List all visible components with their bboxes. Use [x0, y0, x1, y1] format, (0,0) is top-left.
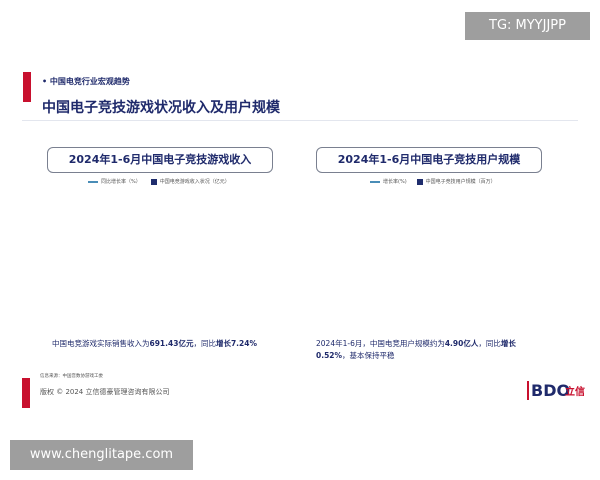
growth-point — [505, 285, 507, 288]
legend-revenue: 同比增长率（%） 中国电竞游戏收入状况（亿元） — [88, 178, 230, 185]
bar — [114, 209, 135, 307]
revenue-note: 中国电竞游戏实际销售收入为691.43亿元，同比增长7.24% — [52, 339, 257, 348]
growth-value-label: -0.41 — [426, 285, 440, 291]
growth-value-label: 0.17 — [118, 275, 131, 281]
growth-point — [359, 219, 361, 222]
bar-value-label: 483.96 — [350, 206, 370, 212]
x-tick-label: 2021年1-6月 — [110, 310, 140, 317]
bar — [459, 212, 480, 307]
growth-point — [468, 289, 471, 291]
x-tick-label: 2023年1-6月 — [184, 310, 214, 317]
bar — [496, 211, 516, 307]
bar — [77, 209, 97, 307]
legend-users: 增长率(%) 中国电子竞技用户规模（百万） — [370, 178, 496, 185]
bdo-logo-cn: 立信 — [565, 387, 585, 398]
x-tick-label: 2022年1-6月 — [418, 310, 448, 317]
bar — [423, 212, 443, 307]
accent-bar — [23, 72, 31, 102]
watermark-tg: TG: MYYJJPP — [465, 12, 590, 40]
bar-value-label: 637.12 — [152, 214, 171, 220]
growth-value-label: 7.24 — [230, 268, 243, 274]
bar — [350, 213, 370, 307]
bar — [226, 213, 247, 307]
growth-value-label: 1.20 — [193, 274, 206, 280]
growth-value-label: 0.02 — [463, 282, 475, 288]
growth-point — [161, 292, 163, 295]
chart-title-revenue: 2024年1-6月中国电子竞技游戏收入 — [47, 147, 273, 173]
bar — [386, 212, 407, 307]
bar-value-label: 691.43 — [227, 207, 247, 213]
divider — [22, 120, 578, 121]
bar — [151, 220, 172, 307]
users-note: 2024年1-6月，中国电竞用户规模约为4.90亿人，同比增长0.52%，基本保… — [316, 339, 516, 360]
growth-point — [86, 222, 88, 224]
bar-value-label: 489.43 — [387, 205, 407, 211]
growth-point — [395, 281, 398, 283]
legend-item-line: 增长率(%) — [370, 178, 407, 185]
x-tick-label: 2023年1-6月 — [455, 310, 485, 317]
source-note: 信息来源：中国音数协游戏工委 — [40, 374, 103, 379]
bar — [189, 219, 210, 307]
growth-point — [198, 281, 200, 283]
growth-value-label: 9.94 — [354, 218, 367, 224]
x-tick-label: 2024年1-6月 — [491, 310, 521, 317]
chart-title-users: 2024年1-6月中国电子竞技用户规模 — [316, 147, 542, 173]
x-tick-label: 2024年1-6月 — [222, 310, 252, 317]
bdo-logo: BDO — [527, 381, 570, 400]
legend-item-line: 同比增长率（%） — [88, 178, 141, 185]
bar-value-label: 487.40 — [423, 205, 443, 211]
watermark-url: www.chenglitape.com — [10, 440, 193, 470]
bar-value-label: 720.61 — [115, 203, 134, 209]
growth-value-label: -11.59 — [153, 286, 171, 292]
bar-value-label: 487.31 — [460, 205, 479, 211]
growth-value-label: 64.69 — [79, 221, 95, 227]
growth-point — [123, 282, 126, 284]
growth-point — [235, 275, 238, 278]
legend-item-bar: 中国电竞游戏收入状况（亿元） — [150, 178, 230, 185]
copyright: 版权 © 2024 立信德豪管理咨询有限公司 — [40, 388, 170, 396]
x-tick-label: 2020年1-6月 — [72, 310, 102, 317]
growth-point — [432, 292, 434, 294]
growth-value-label: 1.13 — [390, 274, 403, 280]
bar-value-label: 489.85 — [496, 205, 516, 211]
bar-value-label: 719.36 — [77, 203, 97, 209]
bar-value-label: 644.76 — [190, 213, 210, 219]
x-tick-label: 2021年1-6月 — [382, 310, 412, 317]
section-label: • 中国电竞行业宏观趋势 — [42, 77, 130, 86]
x-tick-label: 2020年1-6月 — [345, 310, 375, 317]
x-tick-label: 2022年1-6月 — [147, 310, 177, 317]
page-title: 中国电子竞技游戏状况收入及用户规模 — [42, 100, 280, 116]
accent-bar-bottom — [22, 378, 30, 408]
legend-item-bar: 中国电子竞技用户规模（百万） — [416, 178, 496, 185]
growth-value-label: 0.52 — [500, 278, 512, 284]
